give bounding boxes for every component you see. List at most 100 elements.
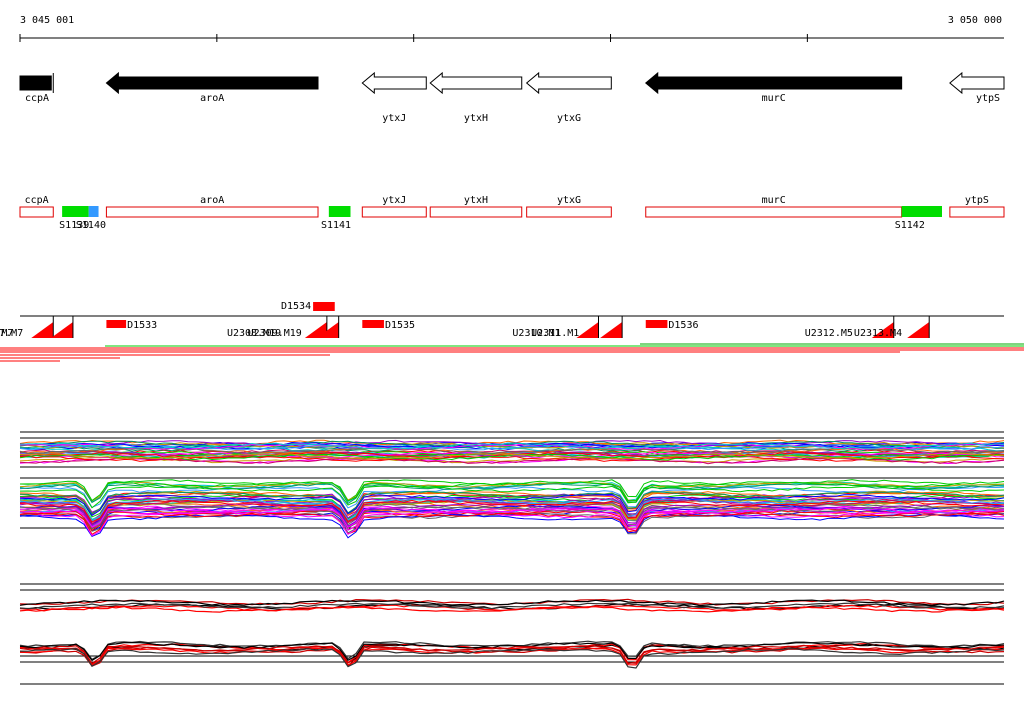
gene-box-label: aroA: [200, 195, 224, 206]
upstream-marker: [600, 322, 623, 338]
expression-curve: [19, 643, 1005, 666]
gene-arrow: [525, 71, 612, 95]
expression-curve: [19, 497, 1005, 522]
gene-arrow: [361, 71, 427, 95]
gene-label: ytxJ: [382, 113, 406, 124]
expression-profile-lower: [19, 583, 1005, 685]
segment-label: S1142: [895, 220, 925, 231]
read-lines: [0, 343, 1024, 362]
gene-box-label: ytxG: [557, 195, 581, 206]
gene-label: murC: [762, 93, 786, 104]
expression-curve: [19, 507, 1005, 531]
gene-box-label: murC: [762, 195, 786, 206]
segment-block: [901, 206, 942, 217]
expression-curve: [19, 443, 1005, 450]
upstream-label: U2309.M19: [248, 328, 302, 339]
gene-label: aroA: [200, 93, 224, 104]
gene-label: ccpA: [25, 93, 49, 104]
axis-start-label: 3 045 001: [20, 15, 74, 26]
segment-block: [62, 206, 89, 217]
feature-block: [106, 320, 127, 328]
expression-curve: [19, 494, 1005, 520]
expression-curve: [19, 483, 1005, 505]
expression-curve: [19, 647, 1005, 669]
feature-block: [313, 302, 335, 311]
gene-box: [19, 206, 54, 218]
expression-curve: [19, 499, 1005, 523]
gene-box: [949, 206, 1005, 218]
gene-label: ytxG: [557, 113, 581, 124]
expression-curve: [19, 642, 1005, 662]
feature-label: D1536: [668, 320, 698, 331]
gene-box: [429, 206, 523, 218]
upstream-marker: [316, 322, 339, 338]
expression-curve: [19, 605, 1005, 613]
upstream-label: U2312.M5: [805, 328, 853, 339]
feature-label: D1533: [127, 320, 157, 331]
segment-label: S1141: [321, 220, 351, 231]
expression-curve: [19, 514, 1005, 539]
gene-arrow: [105, 71, 319, 95]
upstream-label: U2310.M1: [512, 328, 560, 339]
expression-profile-upper: [19, 431, 1005, 539]
expression-curve: [19, 644, 1005, 665]
feature-block: [362, 320, 384, 328]
expression-curve: [19, 511, 1005, 537]
upstream-marker: [31, 322, 54, 338]
expression-curve: [19, 507, 1005, 528]
expression-curve: [19, 486, 1005, 509]
upstream-marker: [871, 322, 894, 338]
gene-label: ytpS: [976, 93, 1000, 104]
segment-label: S1140: [76, 220, 106, 231]
upstream-label: U2311.M1: [531, 328, 579, 339]
axis-ticks: [19, 34, 808, 42]
expression-curve: [19, 499, 1005, 525]
gene-arrow: [644, 71, 903, 95]
gene-arrow: [949, 71, 1005, 95]
expression-curve: [19, 447, 1005, 455]
expression-curve: [19, 599, 1005, 607]
expression-curve: [19, 440, 1005, 448]
gene-arrow: [429, 71, 523, 95]
feature-label: D1534: [281, 301, 311, 312]
gene-box-label: ccpA: [25, 195, 49, 206]
upstream-marker: [304, 322, 327, 338]
upstream-label: U2306.M7: [0, 328, 13, 339]
upstream-label: U2313.M4: [854, 328, 902, 339]
expression-curve: [19, 602, 1005, 610]
upstream-label: U2307.M7: [0, 328, 23, 339]
expression-curve: [19, 485, 1005, 509]
expression-curve: [19, 505, 1005, 530]
expression-curve: [19, 442, 1005, 450]
axis-end-label: 3 050 000: [948, 15, 1002, 26]
segment-block: [328, 206, 351, 217]
expression-curve: [19, 480, 1005, 502]
gene-box-label: ytxJ: [382, 195, 406, 206]
coordinate-axis: 3 045 001 3 050 000: [19, 15, 1004, 42]
expression-curve: [19, 452, 1005, 460]
expression-curve: [19, 493, 1005, 517]
upstream-label: U2308.M19: [227, 328, 281, 339]
gene-box-label: ytxH: [464, 195, 488, 206]
gene-label: ytxH: [464, 113, 488, 124]
feature-track: D1533 D1534 D1535 D1536 U2306.M7U2307.M7 U230…: [0, 301, 1004, 339]
segment-block: [88, 206, 99, 217]
gene-box: [526, 206, 612, 218]
gene-track: ccpA aroA ytxJ ytxH ytxG murC ytpS: [19, 71, 1005, 124]
expression-curve: [19, 510, 1005, 532]
feature-label: D1535: [385, 320, 415, 331]
gene-box: [105, 206, 319, 218]
gene-box: [361, 206, 427, 218]
gene-box-label: ytpS: [965, 195, 989, 206]
gene-box: [645, 206, 903, 218]
expression-curve: [19, 491, 1005, 516]
upstream-marker: [576, 322, 599, 338]
upstream-marker: [50, 322, 73, 338]
segment-label: S1139: [59, 220, 89, 231]
gene-arrow: [19, 75, 52, 91]
upstream-marker: [907, 322, 930, 338]
expression-curve: [19, 490, 1005, 515]
feature-block: [645, 320, 668, 328]
